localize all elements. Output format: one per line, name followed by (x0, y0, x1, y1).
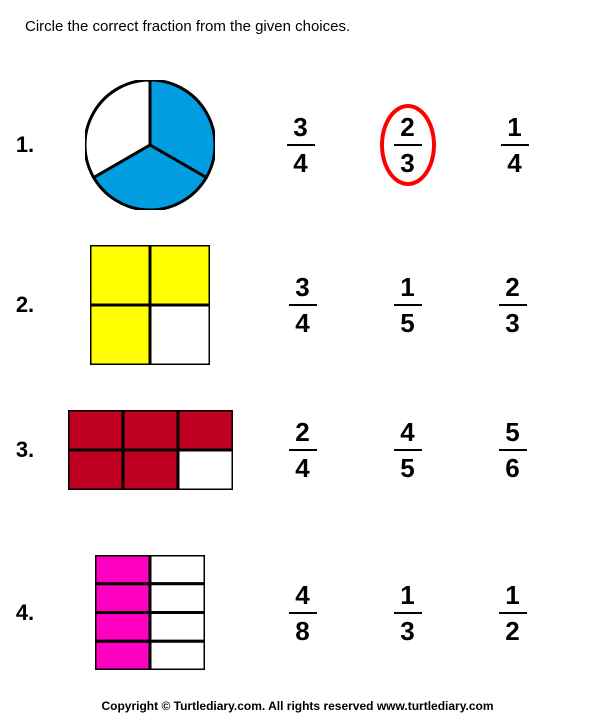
question-row: 4. 4 8 1 3 1 2 (0, 555, 595, 670)
question-row: 2. 3 4 1 5 2 3 (0, 245, 595, 365)
fraction-denominator: 6 (505, 455, 519, 481)
question-row: 1. 3 4 2 3 1 4 (0, 80, 595, 210)
fraction-bar (394, 449, 422, 451)
fraction-numerator: 2 (505, 274, 519, 300)
fraction-bar (394, 144, 422, 146)
choices-group: 2 4 4 5 5 6 (250, 415, 595, 485)
grid-shape (68, 410, 233, 490)
fraction-numerator: 1 (400, 274, 414, 300)
fraction-numerator: 1 (507, 114, 521, 140)
fraction-denominator: 5 (400, 310, 414, 336)
grid-shape (95, 555, 205, 670)
fraction-bar (499, 612, 527, 614)
fraction-numerator: 1 (505, 582, 519, 608)
fraction-choice: 4 8 (281, 578, 325, 648)
fraction-bar (394, 304, 422, 306)
fraction-numerator: 3 (293, 114, 307, 140)
fraction-choice: 4 5 (386, 415, 430, 485)
fraction-choice: 2 3 (491, 270, 535, 340)
fraction-bar (289, 612, 317, 614)
choices-group: 4 8 1 3 1 2 (250, 578, 595, 648)
question-number: 2. (0, 292, 50, 318)
fraction-numerator: 2 (400, 114, 414, 140)
fraction-choice: 1 3 (386, 578, 430, 648)
fraction-choice: 3 4 (281, 270, 325, 340)
fraction-denominator: 4 (293, 150, 307, 176)
question-number: 1. (0, 132, 50, 158)
fraction-choice: 1 2 (491, 578, 535, 648)
shape-cell (50, 410, 250, 490)
fraction-choice: 2 4 (281, 415, 325, 485)
fraction-numerator: 4 (295, 582, 309, 608)
fraction-numerator: 5 (505, 419, 519, 445)
fraction-numerator: 2 (295, 419, 309, 445)
fraction-choice: 5 6 (491, 415, 535, 485)
fraction-numerator: 1 (400, 582, 414, 608)
fraction-denominator: 5 (400, 455, 414, 481)
shape-cell (50, 555, 250, 670)
question-number: 3. (0, 437, 50, 463)
instruction-text: Circle the correct fraction from the giv… (25, 18, 350, 35)
shape-cell (50, 80, 250, 210)
fraction-denominator: 3 (400, 150, 414, 176)
choices-group: 3 4 1 5 2 3 (250, 270, 595, 340)
choices-group: 3 4 2 3 1 4 (250, 104, 595, 186)
fraction-bar (287, 144, 315, 146)
fraction-choice: 1 4 (493, 110, 537, 180)
fraction-bar (394, 612, 422, 614)
shape-cell (50, 245, 250, 365)
pie-shape (85, 80, 215, 210)
fraction-denominator: 8 (295, 618, 309, 644)
fraction-denominator: 4 (507, 150, 521, 176)
fraction-bar (289, 304, 317, 306)
fraction-denominator: 4 (295, 310, 309, 336)
grid-shape (90, 245, 210, 365)
question-row: 3. 2 4 4 5 5 6 (0, 410, 595, 490)
fraction-bar (499, 304, 527, 306)
fraction-denominator: 4 (295, 455, 309, 481)
fraction-bar (499, 449, 527, 451)
footer-text: Copyright © Turtlediary.com. All rights … (0, 699, 595, 713)
fraction-numerator: 4 (400, 419, 414, 445)
fraction-choice: 1 5 (386, 270, 430, 340)
fraction-numerator: 3 (295, 274, 309, 300)
fraction-denominator: 3 (505, 310, 519, 336)
fraction-choice: 3 4 (279, 110, 323, 180)
fraction-denominator: 2 (505, 618, 519, 644)
fraction-bar (289, 449, 317, 451)
fraction-bar (501, 144, 529, 146)
fraction-choice: 2 3 (380, 104, 436, 186)
question-number: 4. (0, 600, 50, 626)
fraction-denominator: 3 (400, 618, 414, 644)
